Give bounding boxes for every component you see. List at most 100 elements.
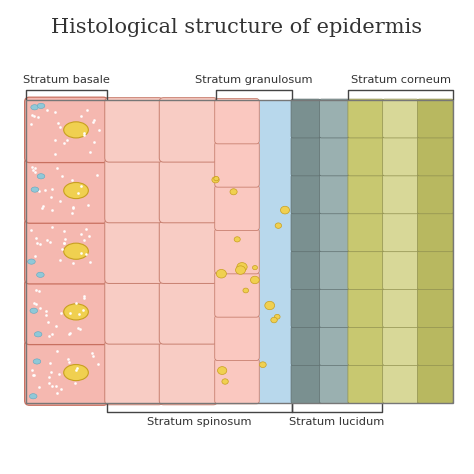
FancyBboxPatch shape bbox=[105, 280, 163, 344]
FancyBboxPatch shape bbox=[418, 289, 453, 328]
FancyBboxPatch shape bbox=[319, 99, 349, 138]
FancyBboxPatch shape bbox=[291, 137, 320, 176]
Ellipse shape bbox=[237, 263, 247, 271]
FancyBboxPatch shape bbox=[319, 137, 349, 176]
Bar bbox=[107, 100, 216, 403]
Bar bbox=[348, 100, 453, 403]
FancyBboxPatch shape bbox=[319, 289, 349, 328]
FancyBboxPatch shape bbox=[418, 251, 453, 290]
FancyBboxPatch shape bbox=[159, 340, 218, 405]
FancyBboxPatch shape bbox=[348, 213, 383, 252]
Ellipse shape bbox=[253, 265, 257, 270]
Ellipse shape bbox=[29, 393, 37, 399]
FancyBboxPatch shape bbox=[25, 97, 108, 163]
FancyBboxPatch shape bbox=[348, 365, 383, 403]
FancyBboxPatch shape bbox=[105, 98, 163, 162]
Bar bbox=[26, 100, 107, 403]
FancyBboxPatch shape bbox=[159, 98, 218, 162]
Ellipse shape bbox=[222, 379, 228, 384]
FancyBboxPatch shape bbox=[291, 251, 320, 290]
FancyBboxPatch shape bbox=[383, 251, 419, 290]
Ellipse shape bbox=[275, 223, 282, 228]
Ellipse shape bbox=[31, 105, 38, 110]
FancyBboxPatch shape bbox=[291, 365, 320, 403]
FancyBboxPatch shape bbox=[159, 158, 218, 223]
FancyBboxPatch shape bbox=[383, 137, 419, 176]
Text: Stratum basale: Stratum basale bbox=[23, 75, 110, 85]
Ellipse shape bbox=[218, 366, 227, 374]
Text: Histological structure of epidermis: Histological structure of epidermis bbox=[52, 18, 422, 37]
Ellipse shape bbox=[31, 187, 39, 192]
Ellipse shape bbox=[236, 266, 246, 274]
Ellipse shape bbox=[274, 314, 280, 319]
FancyBboxPatch shape bbox=[348, 175, 383, 214]
FancyBboxPatch shape bbox=[319, 251, 349, 290]
Ellipse shape bbox=[64, 182, 88, 199]
FancyBboxPatch shape bbox=[383, 213, 419, 252]
FancyBboxPatch shape bbox=[418, 137, 453, 176]
Ellipse shape bbox=[230, 189, 237, 195]
FancyBboxPatch shape bbox=[348, 99, 383, 138]
Text: Stratum lucidum: Stratum lucidum bbox=[289, 417, 384, 427]
Bar bbox=[216, 100, 258, 403]
FancyBboxPatch shape bbox=[215, 228, 259, 274]
FancyBboxPatch shape bbox=[25, 219, 108, 284]
FancyBboxPatch shape bbox=[418, 327, 453, 365]
FancyBboxPatch shape bbox=[383, 289, 419, 328]
FancyBboxPatch shape bbox=[291, 289, 320, 328]
FancyBboxPatch shape bbox=[383, 327, 419, 365]
FancyBboxPatch shape bbox=[215, 185, 259, 230]
FancyBboxPatch shape bbox=[291, 327, 320, 365]
FancyBboxPatch shape bbox=[418, 175, 453, 214]
Ellipse shape bbox=[212, 177, 219, 183]
FancyBboxPatch shape bbox=[319, 175, 349, 214]
FancyBboxPatch shape bbox=[348, 289, 383, 328]
FancyBboxPatch shape bbox=[418, 213, 453, 252]
Text: Stratum granulosum: Stratum granulosum bbox=[195, 75, 312, 85]
Ellipse shape bbox=[37, 103, 45, 109]
FancyBboxPatch shape bbox=[215, 315, 259, 361]
FancyBboxPatch shape bbox=[105, 340, 163, 405]
FancyBboxPatch shape bbox=[159, 219, 218, 283]
FancyBboxPatch shape bbox=[159, 280, 218, 344]
FancyBboxPatch shape bbox=[25, 340, 108, 405]
FancyBboxPatch shape bbox=[215, 142, 259, 187]
Ellipse shape bbox=[64, 122, 88, 138]
Ellipse shape bbox=[234, 237, 240, 242]
Ellipse shape bbox=[37, 173, 45, 179]
FancyBboxPatch shape bbox=[25, 279, 108, 345]
Bar bbox=[26, 100, 453, 403]
Ellipse shape bbox=[36, 272, 44, 277]
FancyBboxPatch shape bbox=[418, 99, 453, 138]
FancyBboxPatch shape bbox=[319, 327, 349, 365]
FancyBboxPatch shape bbox=[348, 251, 383, 290]
Ellipse shape bbox=[64, 304, 88, 320]
Ellipse shape bbox=[271, 317, 277, 323]
FancyBboxPatch shape bbox=[215, 272, 259, 317]
Text: Stratum corneum: Stratum corneum bbox=[351, 75, 450, 85]
FancyBboxPatch shape bbox=[319, 365, 349, 403]
FancyBboxPatch shape bbox=[383, 365, 419, 403]
Ellipse shape bbox=[27, 259, 35, 264]
FancyBboxPatch shape bbox=[215, 359, 259, 404]
Ellipse shape bbox=[259, 362, 266, 367]
FancyBboxPatch shape bbox=[291, 213, 320, 252]
Ellipse shape bbox=[30, 308, 37, 313]
Ellipse shape bbox=[214, 176, 219, 181]
Ellipse shape bbox=[64, 365, 88, 381]
Ellipse shape bbox=[34, 332, 42, 337]
FancyBboxPatch shape bbox=[105, 158, 163, 223]
FancyBboxPatch shape bbox=[291, 99, 320, 138]
Ellipse shape bbox=[216, 269, 227, 278]
Text: Stratum spinosum: Stratum spinosum bbox=[147, 417, 251, 427]
Bar bbox=[258, 100, 292, 403]
Ellipse shape bbox=[281, 206, 290, 214]
FancyBboxPatch shape bbox=[383, 175, 419, 214]
FancyBboxPatch shape bbox=[348, 327, 383, 365]
FancyBboxPatch shape bbox=[215, 99, 259, 144]
Bar bbox=[292, 100, 348, 403]
FancyBboxPatch shape bbox=[319, 213, 349, 252]
FancyBboxPatch shape bbox=[105, 219, 163, 283]
Ellipse shape bbox=[265, 301, 274, 310]
FancyBboxPatch shape bbox=[418, 365, 453, 403]
